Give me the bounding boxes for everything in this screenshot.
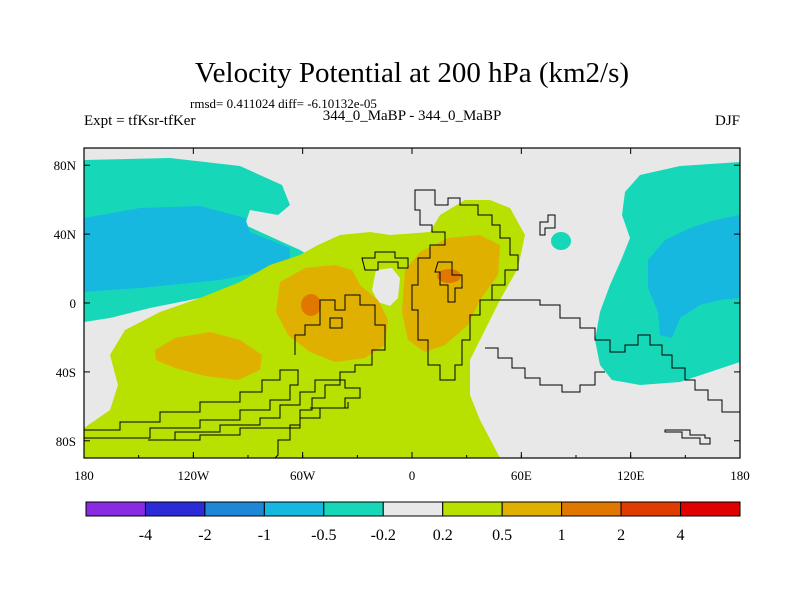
outline-southern-chain	[485, 347, 605, 393]
colorbar-swatch	[561, 501, 622, 517]
y-tick-label: 40S	[56, 365, 76, 380]
y-tick-label: 40N	[54, 227, 77, 242]
colorbar-label: 1	[558, 527, 566, 544]
colorbar-swatch	[323, 501, 384, 517]
outline-africa-europe	[411, 189, 519, 381]
contour-pos-max-af	[437, 269, 461, 283]
case-label: 344_0_MaBP - 344_0_MaBP	[323, 108, 502, 124]
chart-title: Velocity Potential at 200 hPa (km2/s)	[195, 57, 629, 89]
colorbar-label: -4	[139, 527, 152, 544]
colorbar-swatch	[442, 501, 503, 517]
x-tick-label: 180	[74, 468, 94, 483]
outline-se-pacific-isle	[664, 429, 711, 445]
colorbar-label: 0.5	[492, 527, 512, 544]
colorbar: -4 -2 -1 -0.5 -0.2 0.2 0.5 1 2 4	[85, 501, 741, 544]
colorbar-swatch	[501, 501, 563, 517]
outline-antarctic-c	[310, 402, 349, 409]
outline-east-asia-isle	[539, 214, 556, 236]
outline-antarctic-b	[148, 379, 361, 441]
y-tick-label: 80S	[56, 434, 76, 449]
outline-arabia	[434, 261, 463, 303]
contour-pos-orange-af	[402, 235, 500, 352]
colorbar-swatch	[382, 501, 444, 517]
colorbar-swatch	[680, 501, 741, 517]
contour-pos-max-sa	[301, 294, 321, 316]
season-label: DJF	[715, 113, 740, 129]
continent-outlines	[84, 189, 740, 458]
colorbar-swatch	[204, 501, 265, 517]
y-tick-label: 80N	[54, 158, 77, 173]
outline-australia-asia	[490, 299, 740, 428]
outline-antarctic-a	[84, 369, 299, 439]
experiment-label: Expt = tfKsr-tfKer	[84, 113, 195, 129]
contour-hole-white	[372, 268, 400, 306]
stats-label: rmsd= 0.411024 diff= -6.10132e-05	[190, 96, 377, 111]
contour-field	[84, 148, 740, 458]
contour-pos-orange-sa	[276, 265, 388, 362]
x-axis: 180 120W 60W 0 60E 120E 180	[74, 148, 750, 483]
contour-neg-teal-spot	[551, 232, 571, 250]
y-axis: 80N 40N 0 40S 80S	[54, 158, 740, 449]
colorbar-swatch	[620, 501, 682, 517]
colorbar-label: -1	[258, 527, 271, 544]
colorbar-label: 0.2	[433, 527, 453, 544]
contour-neg-blue-east	[648, 215, 740, 338]
colorbar-swatch	[85, 501, 146, 517]
outline-panama	[329, 317, 343, 329]
colorbar-label: -0.5	[311, 527, 336, 544]
colorbar-label: 4	[677, 527, 685, 544]
colorbar-label: -2	[198, 527, 211, 544]
colorbar-label: -0.2	[371, 527, 396, 544]
y-tick-label: 0	[70, 296, 77, 311]
x-tick-label: 60E	[511, 468, 532, 483]
outline-greenland	[361, 251, 409, 271]
x-tick-label: 0	[409, 468, 416, 483]
colorbar-label: 2	[617, 527, 625, 544]
contour-neg-blue-nw	[84, 206, 290, 292]
colorbar-swatch	[263, 501, 325, 517]
x-tick-label: 120E	[617, 468, 645, 483]
x-tick-label: 180	[730, 468, 750, 483]
x-tick-label: 60W	[290, 468, 316, 483]
colorbar-swatch	[144, 501, 206, 517]
x-tick-label: 120W	[177, 468, 210, 483]
contour-pos-orange-sp	[155, 332, 262, 380]
